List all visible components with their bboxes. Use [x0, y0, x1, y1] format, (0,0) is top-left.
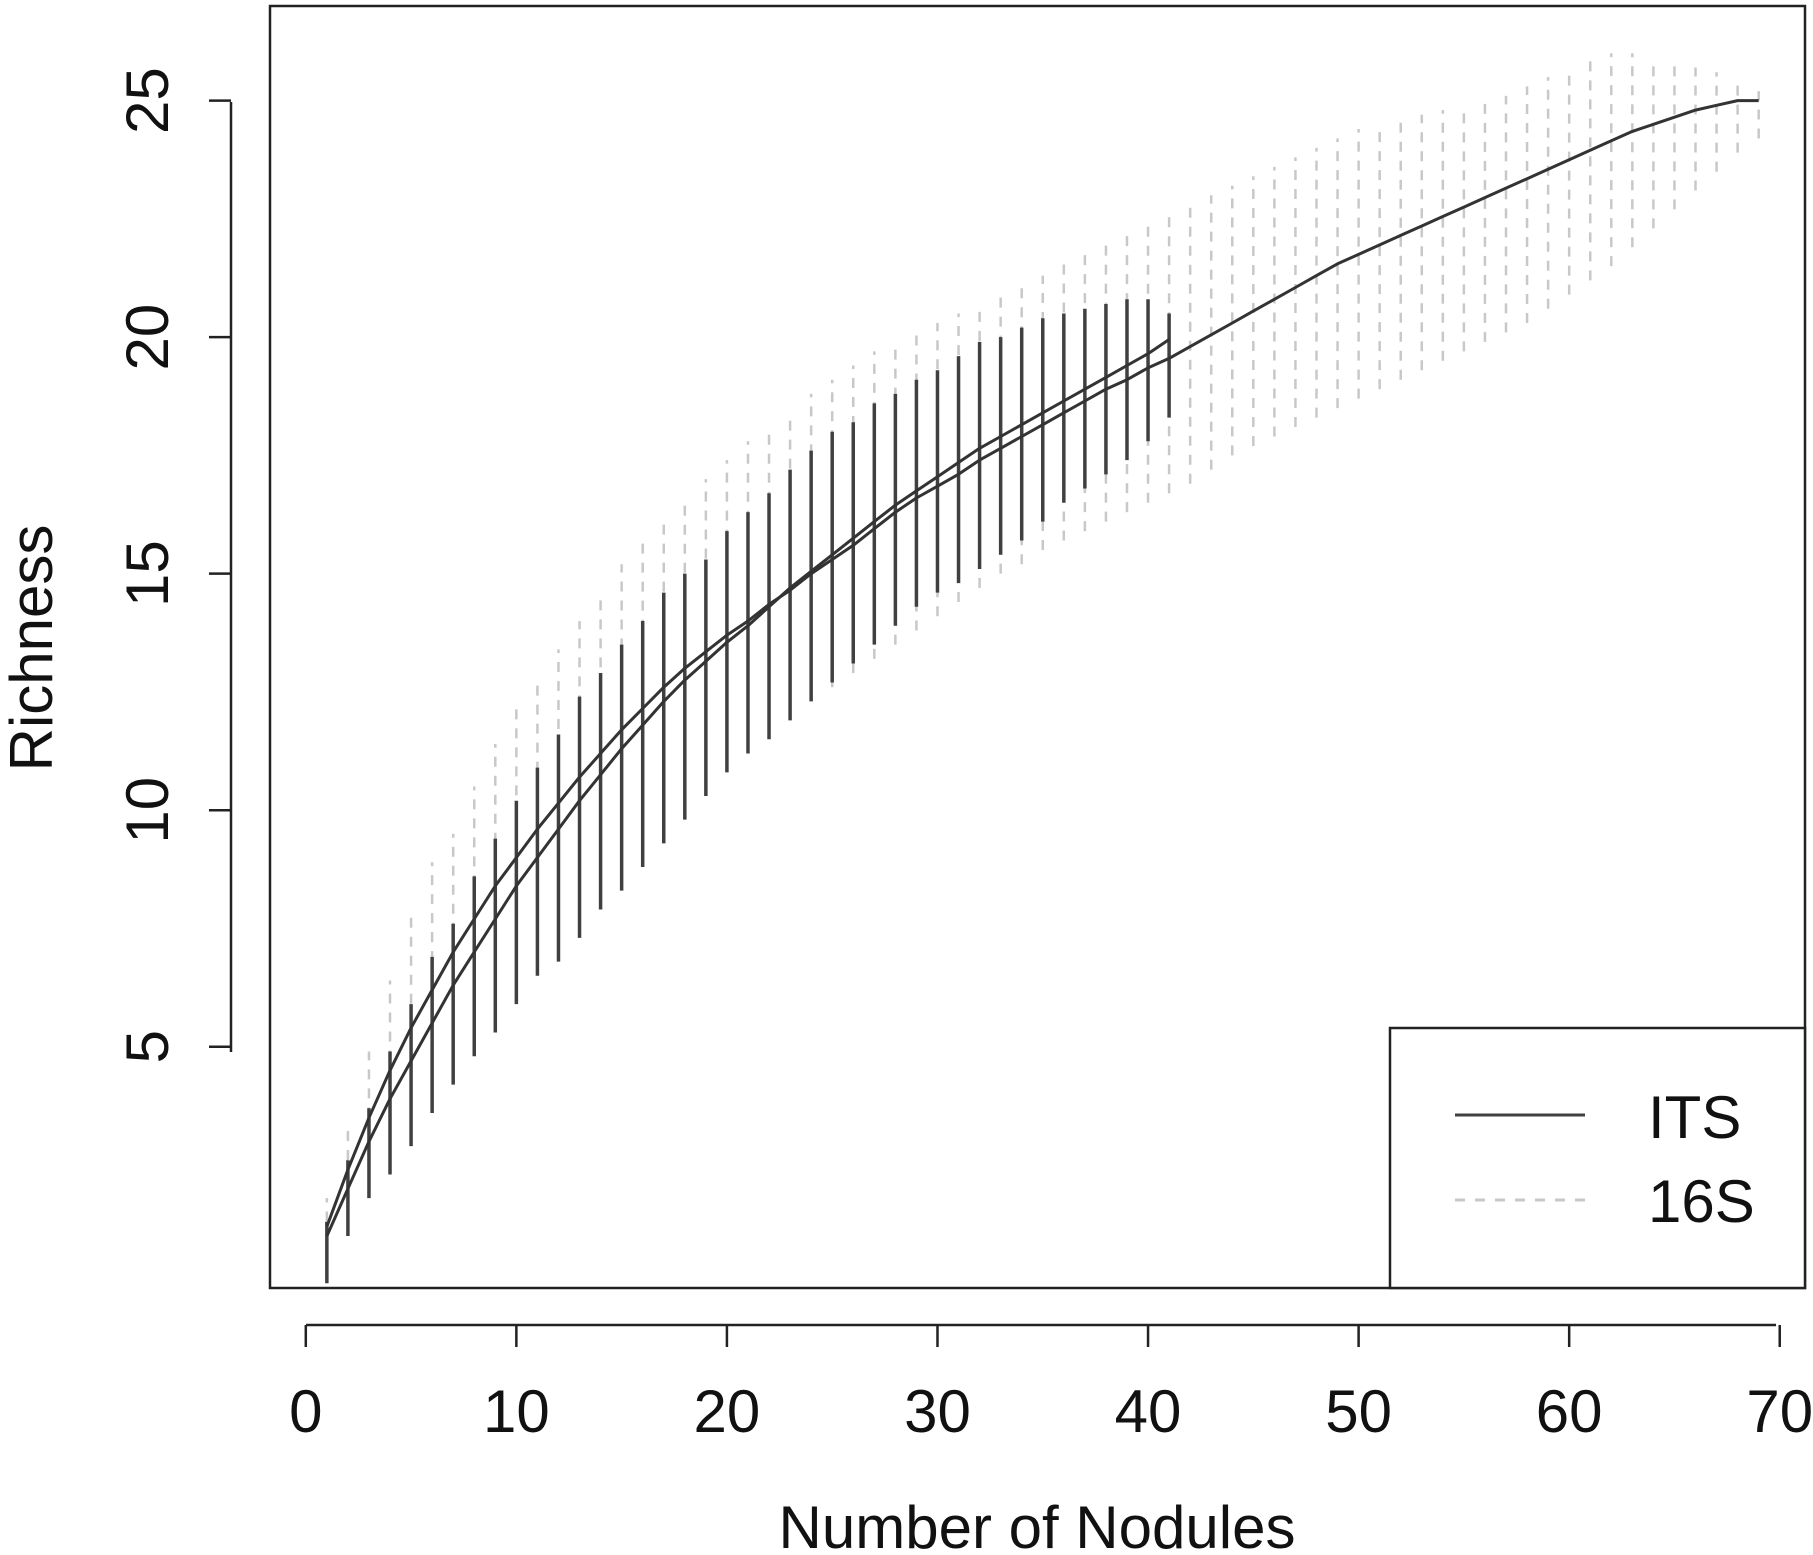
y-tick-label: 20 — [114, 304, 181, 371]
x-tick-label: 70 — [1746, 1378, 1813, 1445]
x-tick-label: 10 — [483, 1378, 550, 1445]
legend-box — [1388, 1026, 1807, 1290]
x-tick-label: 60 — [1536, 1378, 1603, 1445]
series-lines-group — [325, 99, 1759, 1237]
error-bars-group — [325, 53, 1760, 1284]
x-tick-label: 40 — [1115, 1378, 1182, 1445]
y-tick-label: 5 — [114, 1030, 181, 1063]
plot-frame — [268, 4, 1807, 1290]
y-axis: 5 10 15 20 25 — [114, 67, 233, 1063]
y-axis-label: Richness — [0, 525, 65, 772]
x-tick-label: 0 — [289, 1378, 322, 1445]
y-tick-label: 25 — [114, 67, 181, 134]
legend-16s-label: 16S — [1648, 1168, 1755, 1235]
x-axis-label: Number of Nodules — [779, 1494, 1296, 1555]
x-axis: 0 10 20 30 40 50 60 70 — [289, 1323, 1813, 1445]
y-tick-label: 10 — [114, 777, 181, 844]
x-tick-label: 20 — [694, 1378, 761, 1445]
x-tick-label: 30 — [904, 1378, 971, 1445]
series-line-16s — [325, 99, 1759, 1228]
x-tick-label: 50 — [1325, 1378, 1392, 1445]
series-line-its — [325, 338, 1170, 1237]
y-tick-label: 15 — [114, 540, 181, 607]
legend-its-label: ITS — [1648, 1084, 1741, 1151]
legend: ITS 16S — [1388, 1026, 1807, 1290]
